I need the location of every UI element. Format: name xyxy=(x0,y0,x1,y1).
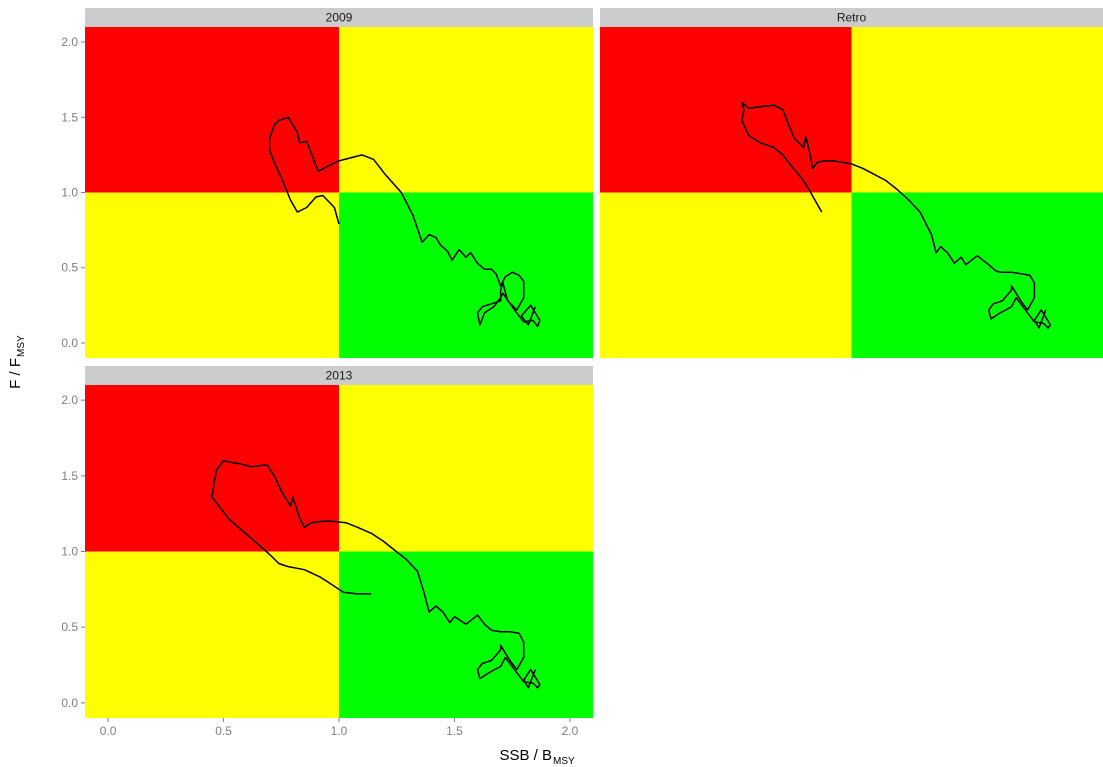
facet-strip-label: 2013 xyxy=(326,369,353,383)
quadrant-overfishing xyxy=(851,27,1103,193)
y-tick-label: 2.0 xyxy=(61,393,78,407)
facet-strip xyxy=(85,8,593,27)
y-tick-label: 0.0 xyxy=(61,336,78,350)
y-tick-label: 1.5 xyxy=(61,469,78,483)
quadrant-overfishing xyxy=(339,27,593,193)
facet-panel-2: Retro xyxy=(600,8,1103,358)
x-tick-label: 1.0 xyxy=(331,724,348,738)
facet-strip-label: Retro xyxy=(837,11,867,25)
facet-panel-1: 2009 xyxy=(85,8,593,358)
facet-strip xyxy=(85,366,593,385)
trajectory-line xyxy=(268,116,541,328)
y-tick-label: 1.0 xyxy=(61,545,78,559)
y-tick-label: 0.5 xyxy=(61,620,78,634)
y-tick-label: 2.0 xyxy=(61,35,78,49)
y-tick-label: 1.5 xyxy=(61,110,78,124)
x-tick-label: 0.5 xyxy=(215,724,232,738)
quadrant-healthy xyxy=(339,551,593,718)
facet-strip-label: 2009 xyxy=(326,11,353,25)
y-axis-title-subscript: MSY xyxy=(16,335,27,357)
facet-strip xyxy=(600,8,1103,27)
x-axis-title: SSB / B xyxy=(499,747,552,764)
quadrant-overfished-overfishing xyxy=(85,385,339,552)
quadrant-overfished xyxy=(600,192,852,358)
quadrant-overfished xyxy=(85,551,339,718)
x-tick-label: 2.0 xyxy=(562,724,579,738)
quadrant-overfishing xyxy=(339,385,593,552)
x-tick-label: 1.5 xyxy=(446,724,463,738)
y-axis-title: F / F xyxy=(7,358,24,389)
x-tick-label: 0.0 xyxy=(100,724,117,738)
y-tick-label: 1.0 xyxy=(61,186,78,200)
quadrant-overfished xyxy=(85,192,339,358)
facet-panel-3: 2013 xyxy=(85,366,593,718)
y-tick-label: 0.0 xyxy=(61,696,78,710)
chart-panels: 2009 Retro 2013 xyxy=(85,8,1103,718)
x-axis-title-subscript: MSY xyxy=(553,756,575,767)
y-tick-label: 0.5 xyxy=(61,261,78,275)
y-axis-ticks: 0.0 0.5 1.0 1.5 2.0 0.0 0.5 1.0 1.5 2.0 xyxy=(61,35,85,710)
trajectory-line xyxy=(741,101,1052,329)
quadrant-overfished-overfishing xyxy=(600,27,852,193)
x-axis-ticks: 0.0 0.5 1.0 1.5 2.0 xyxy=(100,718,579,738)
trajectory-line xyxy=(211,459,541,689)
quadrant-healthy xyxy=(339,192,593,358)
quadrant-healthy xyxy=(851,192,1103,358)
quadrant-overfished-overfishing xyxy=(85,27,339,193)
